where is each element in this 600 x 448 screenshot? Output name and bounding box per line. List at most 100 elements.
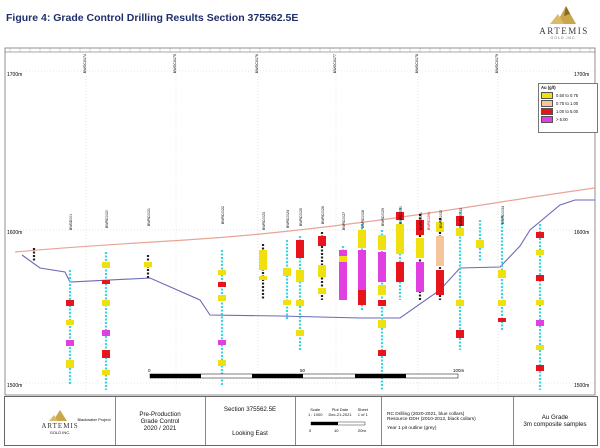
tb-section: Section 375562.5E Looking East <box>205 397 296 445</box>
legend-label: 0.50 to 0.75 <box>556 93 578 98</box>
collar-label: BWRC0021 <box>147 208 151 226</box>
grade-interval <box>102 280 110 284</box>
grade-interval <box>66 300 74 306</box>
legend-label: 0.75 to 1.00 <box>556 101 578 106</box>
grade-interval <box>378 235 386 250</box>
tb-section-name: Section 375562.5E <box>224 406 276 413</box>
grade-interval <box>456 300 464 306</box>
collar-label: BWRC0025 <box>299 208 303 226</box>
grade-interval <box>378 320 386 328</box>
legend-swatch <box>541 108 553 115</box>
collar-label: BWRC0023 <box>262 212 266 230</box>
collar-label: BWRC0026 <box>321 206 325 224</box>
grade-interval <box>536 320 544 326</box>
grade-interval <box>416 262 424 292</box>
grade-interval <box>283 268 291 276</box>
collar-label: BWRC0032 <box>439 210 443 228</box>
grade-interval <box>318 236 326 246</box>
grade-interval <box>66 340 74 346</box>
tb-sheet-value: 1 of 1 <box>358 412 368 417</box>
grade-interval <box>339 256 347 262</box>
grade-interval <box>318 288 326 294</box>
grade-interval <box>358 290 366 305</box>
top-hole-label: BWGC0177 <box>333 54 337 73</box>
legend-item: > 5.00 <box>539 115 597 123</box>
grade-interval <box>218 282 226 287</box>
grade-legend: Au (g/t) 0.50 to 0.75 0.75 to 1.00 1.00 … <box>538 83 598 133</box>
collar-label: BWRC0029 <box>381 208 385 226</box>
grade-interval <box>416 238 424 258</box>
mini-scale-20: 20m <box>358 428 366 433</box>
elev-label-bottom-left: 1500m <box>7 383 22 389</box>
legend-item: 0.75 to 1.00 <box>539 99 597 107</box>
cross-section-diagram: 1700m 1700m 1600m 1600m 1500m 1500m BWGC… <box>0 0 600 396</box>
grade-interval <box>536 250 544 255</box>
collar-label: BWRC0034 <box>501 206 505 224</box>
collar-label: BWRC0022 <box>221 206 225 224</box>
tb-note3: Year 1 pit outline (grey) <box>387 426 436 431</box>
elev-label-top-right: 1700m <box>574 72 589 78</box>
grade-interval <box>66 360 74 368</box>
grade-interval <box>456 330 464 338</box>
grade-interval <box>436 270 444 295</box>
grade-interval <box>296 300 304 306</box>
scale-right-label: 100m <box>453 368 465 373</box>
legend-title: Au (g/t) <box>539 84 597 91</box>
legend-swatch <box>541 116 553 123</box>
grade-interval <box>66 320 74 325</box>
drill-hole <box>358 224 366 310</box>
top-hole-label: BWGC0175 <box>173 54 177 73</box>
grade-interval <box>378 350 386 356</box>
tb-notes: RC Drilling (2020-2021, blue collars) Re… <box>381 397 514 445</box>
tb-note2: Resource DDH (2010-2012, black collars) <box>387 417 476 422</box>
grade-interval <box>358 230 366 248</box>
grade-interval <box>378 300 386 306</box>
elev-label-top-left: 1700m <box>7 72 22 78</box>
grade-interval <box>378 285 386 295</box>
mini-scale-0: 0 <box>309 428 312 433</box>
title-block-logo: ARTEMIS GOLD INC. Blackwater Project <box>5 397 116 445</box>
grade-interval <box>102 262 110 268</box>
grade-interval <box>296 330 304 336</box>
top-hole-label: BWGC0179 <box>495 54 499 73</box>
grade-interval <box>218 270 226 275</box>
legend-swatch <box>541 92 553 99</box>
tb-plotdate: Dec-21-2021 <box>328 412 351 417</box>
tb-scale-info: Scale 1 : 1000 Plot Date Dec-21-2021 Sheet… <box>295 397 382 445</box>
elev-label-mid-left: 1600m <box>7 230 22 236</box>
scale-mid-label: 50 <box>300 368 306 373</box>
collar-label: BWRC0020 <box>105 210 109 228</box>
elev-label-bottom-right: 1500m <box>574 383 589 389</box>
grade-interval <box>456 228 464 236</box>
top-hole-label: BWGC0178 <box>415 54 419 73</box>
mini-scale-bar: 0 10 20m <box>303 420 373 436</box>
mountain-logo-icon <box>47 408 73 422</box>
legend-label: 1.00 to 5.00 <box>556 109 578 114</box>
collar-label: BWRC0031 <box>419 212 423 230</box>
grade-interval <box>218 360 226 366</box>
tb-sheet-label: Sheet <box>358 407 368 412</box>
grade-interval <box>102 330 110 336</box>
tb-scale-value: 1 : 1000 <box>308 412 322 417</box>
grade-interval <box>102 370 110 375</box>
grade-interval <box>358 250 366 290</box>
top-hole-label: BWGC0176 <box>255 54 259 73</box>
collar-label: BWDD001 <box>69 214 73 230</box>
tb-looking: Looking East <box>232 430 268 437</box>
grade-interval <box>283 300 291 305</box>
grade-interval <box>378 252 386 282</box>
tb-logo-brand: ARTEMIS <box>41 422 78 430</box>
grade-interval <box>498 318 506 322</box>
grade-interval <box>536 232 544 238</box>
grade-interval <box>396 224 404 254</box>
drill-hole <box>436 218 444 300</box>
legend-swatch <box>541 100 553 107</box>
grade-interval <box>396 262 404 282</box>
grade-interval <box>296 240 304 258</box>
grade-interval <box>536 275 544 281</box>
grade-interval <box>498 300 506 306</box>
drill-hole <box>318 232 326 300</box>
grade-interval <box>536 345 544 350</box>
tb-logo-sub: GOLD INC. <box>50 430 70 435</box>
tb-grade-sub: 3m composite samples <box>523 421 586 428</box>
